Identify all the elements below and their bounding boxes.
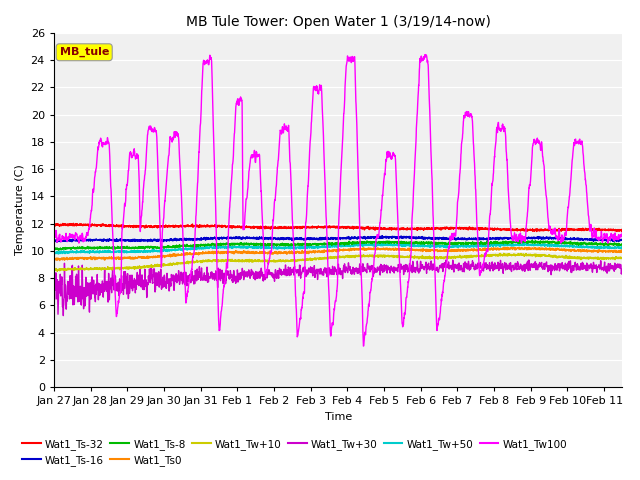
Wat1_Ts-32: [148, 224, 156, 230]
Legend: Wat1_Ts-32, Wat1_Ts-16, Wat1_Ts-8, Wat1_Ts0, Wat1_Tw+10, Wat1_Tw+30, Wat1_Tw+50,: Wat1_Ts-32, Wat1_Ts-16, Wat1_Ts-8, Wat1_…: [18, 434, 572, 470]
Wat1_Ts-8: [268, 242, 276, 248]
Wat1_Ts-16: [378, 233, 386, 239]
Wat1_Ts0: [293, 250, 301, 255]
Wat1_Ts-16: [148, 238, 156, 243]
Line: Wat1_Ts-8: Wat1_Ts-8: [54, 240, 623, 250]
Wat1_Tw+30: [50, 264, 58, 270]
Wat1_Ts-16: [53, 240, 61, 245]
Wat1_Ts-32: [293, 225, 301, 230]
Wat1_Ts-32: [268, 223, 276, 229]
Text: MB_tule: MB_tule: [60, 47, 109, 58]
Wat1_Ts-8: [148, 244, 156, 250]
Line: Wat1_Tw100: Wat1_Tw100: [54, 55, 623, 346]
Wat1_Tw+10: [500, 251, 508, 256]
Wat1_Ts0: [525, 244, 533, 250]
Wat1_Ts-16: [268, 236, 276, 241]
X-axis label: Time: Time: [324, 412, 352, 422]
Wat1_Tw100: [148, 128, 156, 134]
Wat1_Tw+30: [60, 313, 67, 319]
Wat1_Ts-16: [547, 235, 554, 241]
Wat1_Tw100: [50, 241, 58, 247]
Wat1_Ts-32: [532, 228, 540, 234]
Wat1_Ts-8: [619, 241, 627, 247]
Wat1_Ts0: [56, 258, 63, 264]
Wat1_Tw+50: [50, 250, 58, 255]
Wat1_Tw+50: [619, 245, 627, 251]
Wat1_Tw+50: [608, 245, 616, 251]
Wat1_Tw+50: [547, 242, 554, 248]
Wat1_Tw100: [268, 240, 276, 245]
Wat1_Tw+10: [53, 268, 61, 274]
Wat1_Ts-16: [619, 237, 627, 243]
Wat1_Tw100: [292, 313, 300, 319]
Wat1_Tw+10: [608, 255, 616, 261]
Line: Wat1_Ts-16: Wat1_Ts-16: [54, 236, 623, 242]
Wat1_Tw+10: [547, 253, 554, 259]
Wat1_Tw100: [608, 233, 616, 239]
Y-axis label: Temperature (C): Temperature (C): [15, 165, 25, 255]
Wat1_Tw100: [421, 52, 429, 58]
Wat1_Ts-8: [115, 245, 123, 251]
Title: MB Tule Tower: Open Water 1 (3/19/14-now): MB Tule Tower: Open Water 1 (3/19/14-now…: [186, 15, 491, 29]
Wat1_Ts-16: [293, 236, 301, 242]
Wat1_Tw+10: [148, 264, 156, 270]
Wat1_Ts0: [268, 252, 276, 257]
Line: Wat1_Ts0: Wat1_Ts0: [54, 247, 623, 261]
Line: Wat1_Tw+30: Wat1_Tw+30: [54, 260, 623, 316]
Wat1_Ts-32: [619, 228, 627, 234]
Wat1_Tw+10: [619, 255, 627, 261]
Wat1_Tw100: [115, 300, 122, 306]
Line: Wat1_Tw+10: Wat1_Tw+10: [54, 253, 623, 271]
Wat1_Ts0: [148, 254, 156, 260]
Wat1_Tw+50: [268, 245, 276, 251]
Wat1_Ts0: [608, 248, 616, 253]
Line: Wat1_Tw+50: Wat1_Tw+50: [54, 243, 623, 254]
Wat1_Ts-16: [115, 238, 123, 243]
Wat1_Tw+10: [293, 258, 301, 264]
Wat1_Tw+30: [293, 270, 301, 276]
Wat1_Tw+30: [115, 293, 123, 299]
Wat1_Ts-16: [608, 236, 616, 242]
Wat1_Ts-16: [50, 239, 58, 244]
Wat1_Ts-32: [70, 220, 77, 226]
Wat1_Ts-8: [293, 242, 301, 248]
Wat1_Tw+10: [115, 265, 123, 271]
Wat1_Ts-8: [608, 241, 616, 247]
Wat1_Tw+10: [268, 258, 276, 264]
Wat1_Ts-32: [115, 223, 123, 229]
Wat1_Tw+50: [148, 249, 156, 254]
Wat1_Ts0: [619, 249, 627, 254]
Wat1_Tw+50: [520, 240, 528, 246]
Wat1_Ts-32: [547, 227, 554, 232]
Wat1_Tw+30: [547, 262, 554, 268]
Wat1_Tw+30: [268, 273, 276, 279]
Wat1_Ts0: [115, 256, 123, 262]
Wat1_Tw100: [360, 343, 367, 349]
Wat1_Tw+50: [115, 248, 123, 253]
Wat1_Tw+50: [293, 245, 301, 251]
Wat1_Ts-8: [529, 237, 536, 243]
Wat1_Ts-8: [547, 240, 554, 245]
Wat1_Tw100: [547, 227, 554, 232]
Wat1_Ts-32: [608, 228, 616, 233]
Wat1_Tw+50: [54, 251, 62, 257]
Wat1_Ts-8: [50, 246, 58, 252]
Wat1_Tw+30: [442, 257, 450, 263]
Wat1_Tw+30: [619, 268, 627, 274]
Wat1_Ts0: [50, 257, 58, 263]
Wat1_Ts0: [547, 247, 554, 252]
Wat1_Tw+10: [50, 267, 58, 273]
Wat1_Ts-8: [50, 247, 58, 253]
Wat1_Tw100: [619, 230, 627, 236]
Wat1_Tw+30: [608, 264, 616, 270]
Wat1_Tw+30: [148, 280, 156, 286]
Line: Wat1_Ts-32: Wat1_Ts-32: [54, 223, 623, 231]
Wat1_Ts-32: [50, 223, 58, 228]
